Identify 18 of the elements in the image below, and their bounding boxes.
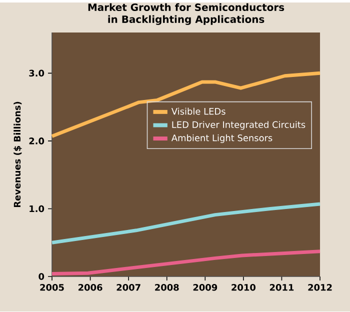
y-tick-label: 3.0	[29, 70, 44, 77]
legend-label: Ambient Light Sensors	[171, 134, 272, 144]
x-tick-label: 2011	[270, 284, 294, 292]
y-tick-label: 0	[38, 273, 44, 280]
x-tick-label: 2005	[40, 284, 64, 292]
y-axis-title: Revenues ($ Billions)	[14, 102, 22, 208]
legend-label: LED Driver Integrated Circuits	[172, 121, 306, 130]
x-tick-label: 2012	[308, 284, 332, 292]
x-tick-label: 2006	[78, 284, 102, 292]
x-tick-label: 2009	[193, 284, 218, 292]
y-tick-label: 2.0	[29, 138, 44, 145]
x-tick-label: 2008	[155, 284, 179, 292]
legend-label: Visible LEDs	[171, 108, 226, 115]
x-tick-label: 2007	[116, 284, 140, 292]
y-tick-label: 1.0	[30, 206, 44, 212]
x-tick-label: 2010	[232, 284, 256, 292]
chart-title: Market Growth for Semiconductors in Backlighting Applications	[88, 4, 284, 26]
line-series	[50, 202, 322, 245]
